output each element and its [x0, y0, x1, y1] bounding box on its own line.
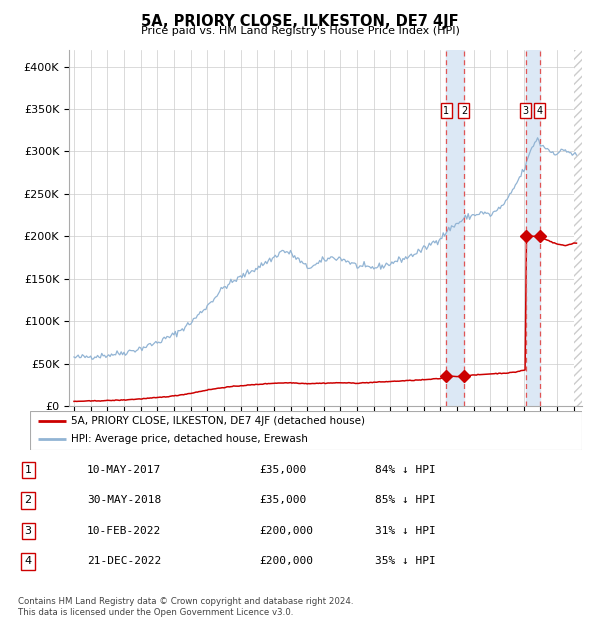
Text: 10-MAY-2017: 10-MAY-2017: [87, 465, 161, 475]
Text: £200,000: £200,000: [260, 557, 314, 567]
Text: 30-MAY-2018: 30-MAY-2018: [87, 495, 161, 505]
Text: 3: 3: [25, 526, 32, 536]
Text: 10-FEB-2022: 10-FEB-2022: [87, 526, 161, 536]
Text: £35,000: £35,000: [260, 465, 307, 475]
Text: 4: 4: [537, 106, 543, 116]
Text: £200,000: £200,000: [260, 526, 314, 536]
Text: 21-DEC-2022: 21-DEC-2022: [87, 557, 161, 567]
Text: 5A, PRIORY CLOSE, ILKESTON, DE7 4JF: 5A, PRIORY CLOSE, ILKESTON, DE7 4JF: [141, 14, 459, 29]
Text: 84% ↓ HPI: 84% ↓ HPI: [375, 465, 436, 475]
Text: 1: 1: [25, 465, 32, 475]
Text: 2: 2: [461, 106, 467, 116]
Text: £35,000: £35,000: [260, 495, 307, 505]
Text: 85% ↓ HPI: 85% ↓ HPI: [375, 495, 436, 505]
Text: Contains HM Land Registry data © Crown copyright and database right 2024.
This d: Contains HM Land Registry data © Crown c…: [18, 598, 353, 617]
Bar: [446, 50, 464, 406]
Text: 5A, PRIORY CLOSE, ILKESTON, DE7 4JF (detached house): 5A, PRIORY CLOSE, ILKESTON, DE7 4JF (det…: [71, 417, 365, 427]
Text: 31% ↓ HPI: 31% ↓ HPI: [375, 526, 436, 536]
Text: 2: 2: [25, 495, 32, 505]
Text: 3: 3: [523, 106, 529, 116]
Text: HPI: Average price, detached house, Erewash: HPI: Average price, detached house, Erew…: [71, 434, 308, 444]
Text: Price paid vs. HM Land Registry's House Price Index (HPI): Price paid vs. HM Land Registry's House …: [140, 26, 460, 36]
Text: 4: 4: [25, 557, 32, 567]
Text: 35% ↓ HPI: 35% ↓ HPI: [375, 557, 436, 567]
Text: 1: 1: [443, 106, 449, 116]
Bar: [526, 50, 540, 406]
